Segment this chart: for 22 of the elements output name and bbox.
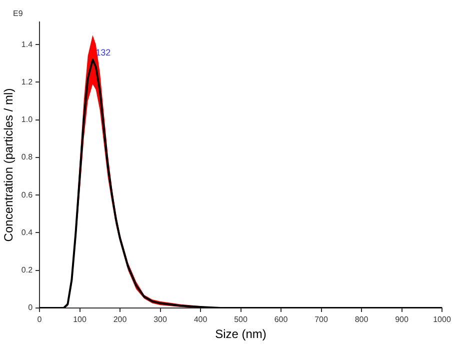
y-tick-label: 0.6 <box>21 190 34 200</box>
y-axis-title: Concentration (particles / ml) <box>2 88 16 242</box>
x-tick-label: 700 <box>314 315 328 324</box>
x-axis-title: Size (nm) <box>215 327 266 342</box>
x-tick-label: 300 <box>154 315 168 324</box>
y-tick-label: 0.2 <box>21 266 34 275</box>
x-tick-label: 900 <box>395 315 409 324</box>
x-tick-label: 100 <box>73 315 87 324</box>
y-tick-label: 0 <box>28 303 34 312</box>
x-tick-label: 500 <box>234 315 248 324</box>
y-tick-label: 0.4 <box>21 228 34 237</box>
x-tick-label: 600 <box>274 315 288 324</box>
y-tick-label: 1.0 <box>21 115 34 124</box>
x-tick-label: 400 <box>194 315 208 324</box>
x-tick-label: 800 <box>354 315 369 324</box>
y-tick-label: 1.2 <box>21 77 34 86</box>
text: E9 <box>13 9 24 18</box>
x-tick-label: 1000 <box>433 315 452 324</box>
y-tick-label: 1.4 <box>21 40 34 49</box>
x-tick-label: 200 <box>113 315 128 324</box>
y-tick-label: 0.8 <box>21 152 34 162</box>
x-tick-label: 0 <box>37 315 42 324</box>
